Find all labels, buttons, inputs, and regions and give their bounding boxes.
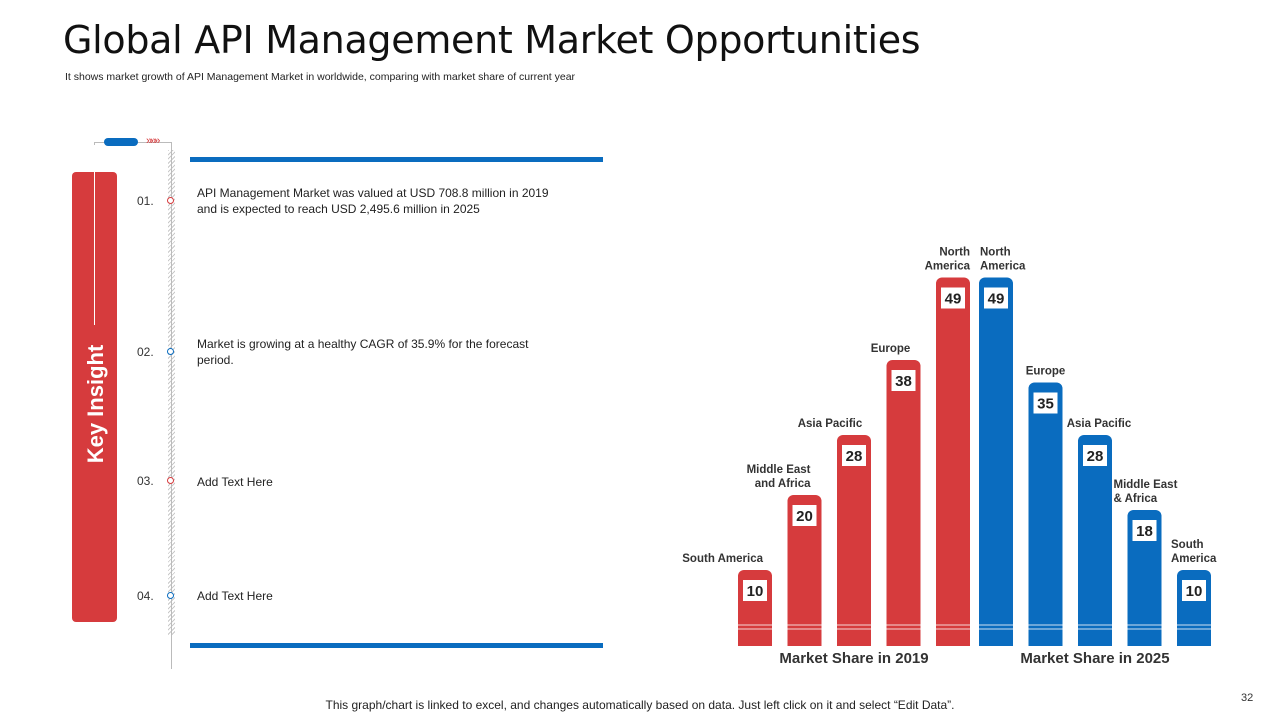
category-label-2019-north-america: North America xyxy=(925,247,971,273)
value-label-2025-europe: 35 xyxy=(1037,396,1054,413)
category-label-2019-middle-east-and-africa: Middle East and Africa xyxy=(747,464,812,490)
item-number-1: 01. xyxy=(137,194,154,208)
bar-2025-north-america xyxy=(979,277,1013,646)
item-text-2: Market is growing at a healthy CAGR of 3… xyxy=(197,337,529,367)
item-dot-2 xyxy=(167,348,174,355)
bar-2019-asia-pacific xyxy=(837,435,871,646)
bar-base-2019-south-america xyxy=(738,635,772,646)
page-number: 32 xyxy=(1241,692,1254,704)
item-text-1: API Management Market was valued at USD … xyxy=(197,186,549,216)
category-label-2019-asia-pacific: Asia Pacific xyxy=(798,418,863,430)
series-title-2019: Market Share in 2019 xyxy=(779,650,928,667)
category-label-2025-europe: Europe xyxy=(1026,366,1066,378)
bar-2019-europe xyxy=(886,360,921,646)
bar-base-2025-asia-pacific xyxy=(1078,635,1112,646)
category-label-2025-middle-east-africa: Middle East & Africa xyxy=(1114,479,1178,505)
value-label-2019-middle-east-and-africa: 20 xyxy=(796,508,813,525)
item-number-4: 04. xyxy=(137,589,154,603)
timeline-line xyxy=(171,142,172,669)
bar-2025-asia-pacific xyxy=(1078,435,1112,646)
footnote: This graph/chart is linked to excel, and… xyxy=(325,698,955,712)
category-label-2025-south-america: South America xyxy=(1171,539,1217,565)
bar-base-2025-europe xyxy=(1028,635,1063,646)
market-share-chart: 10 South America 20 Middle East and Africa 28… xyxy=(682,247,1217,668)
bar-base-2019-asia-pacific xyxy=(837,635,871,646)
bar-2025-europe xyxy=(1028,382,1063,646)
bar-base-2019-europe xyxy=(886,635,921,646)
value-label-2019-europe: 38 xyxy=(895,373,912,390)
value-label-2019-asia-pacific: 28 xyxy=(846,448,863,465)
bar-2019-north-america xyxy=(936,277,970,646)
category-label-2019-europe: Europe xyxy=(871,343,911,355)
item-text-4: Add Text Here xyxy=(197,589,273,603)
key-insight-label: Key Insight xyxy=(83,344,108,464)
value-label-2025-asia-pacific: 28 xyxy=(1087,448,1104,465)
value-box-2019-europe xyxy=(891,370,916,391)
tab-divider xyxy=(94,145,95,325)
value-box-2019-south-america xyxy=(743,580,767,601)
value-label-2025-middle-east-africa: 18 xyxy=(1136,523,1153,540)
value-box-2025-south-america xyxy=(1182,580,1206,601)
chevrons-icon: »»» xyxy=(146,135,160,147)
category-label-2019-south-america: South America xyxy=(682,553,763,565)
bar-base-2025-middle-east-africa xyxy=(1127,635,1162,646)
value-label-2025-north-america: 49 xyxy=(988,291,1005,308)
item-dot-4 xyxy=(167,592,174,599)
bar-base-2025-south-america xyxy=(1177,635,1211,646)
category-label-2025-north-america: North America xyxy=(980,247,1026,273)
value-label-2019-south-america: 10 xyxy=(747,583,764,600)
value-box-2025-middle-east-africa xyxy=(1132,520,1157,541)
value-box-2025-north-america xyxy=(984,287,1008,309)
category-label-2025-asia-pacific: Asia Pacific xyxy=(1067,418,1132,430)
value-box-2019-asia-pacific xyxy=(842,445,866,466)
value-box-2019-middle-east-and-africa xyxy=(792,505,817,526)
value-box-2025-europe xyxy=(1033,392,1058,414)
series-title-2025: Market Share in 2025 xyxy=(1020,650,1169,667)
top-rule xyxy=(190,157,603,162)
page-title: Global API Management Market Opportuniti… xyxy=(63,18,921,62)
bar-base-2025-north-america xyxy=(979,635,1013,646)
item-dot-3 xyxy=(167,477,174,484)
value-label-2019-north-america: 49 xyxy=(945,291,962,308)
item-dot-1 xyxy=(167,197,174,204)
item-number-2: 02. xyxy=(137,345,154,359)
bar-2019-middle-east-and-africa xyxy=(787,495,822,646)
item-text-3: Add Text Here xyxy=(197,475,273,489)
page-subtitle: It shows market growth of API Management… xyxy=(65,71,576,83)
value-box-2025-asia-pacific xyxy=(1083,445,1107,466)
value-box-2019-north-america xyxy=(941,287,965,309)
item-number-3: 03. xyxy=(137,474,154,488)
value-label-2025-south-america: 10 xyxy=(1186,583,1203,600)
bottom-rule xyxy=(190,643,603,648)
accent-pill xyxy=(104,138,138,146)
bar-base-2019-north-america xyxy=(936,635,970,646)
bar-2025-middle-east-africa xyxy=(1127,510,1162,646)
bar-base-2019-middle-east-and-africa xyxy=(787,635,822,646)
